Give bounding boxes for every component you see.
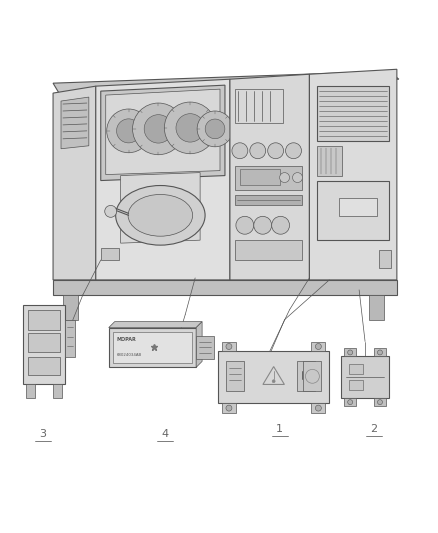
Polygon shape bbox=[61, 97, 89, 149]
Text: 1: 1 bbox=[276, 424, 283, 434]
Circle shape bbox=[286, 143, 301, 159]
Bar bbox=[311, 403, 325, 413]
Polygon shape bbox=[53, 86, 96, 280]
Text: 2: 2 bbox=[371, 424, 378, 434]
Circle shape bbox=[272, 379, 275, 383]
Polygon shape bbox=[101, 85, 225, 181]
Circle shape bbox=[293, 173, 303, 182]
Bar bbox=[379, 250, 391, 268]
Bar bbox=[101, 248, 119, 260]
Bar bbox=[28, 333, 60, 352]
Polygon shape bbox=[230, 74, 309, 280]
Circle shape bbox=[236, 216, 254, 234]
Bar bbox=[222, 403, 236, 413]
Text: MOPAR: MOPAR bbox=[117, 337, 136, 342]
Circle shape bbox=[279, 173, 290, 182]
Text: 4: 4 bbox=[162, 429, 169, 439]
Circle shape bbox=[205, 119, 225, 139]
Bar bbox=[218, 351, 329, 403]
Circle shape bbox=[197, 111, 233, 147]
Ellipse shape bbox=[128, 195, 193, 236]
Bar bbox=[311, 342, 325, 351]
Bar bbox=[235, 89, 283, 123]
Text: 68024034AB: 68024034AB bbox=[117, 353, 142, 358]
Bar bbox=[344, 349, 356, 357]
Polygon shape bbox=[369, 295, 384, 320]
Circle shape bbox=[144, 115, 173, 143]
Polygon shape bbox=[120, 173, 200, 243]
Bar bbox=[297, 361, 315, 391]
Polygon shape bbox=[63, 295, 78, 320]
Bar bbox=[26, 384, 35, 398]
Circle shape bbox=[107, 109, 150, 153]
Polygon shape bbox=[309, 69, 397, 280]
Bar bbox=[28, 310, 60, 329]
Polygon shape bbox=[196, 321, 202, 367]
Bar bbox=[222, 342, 236, 351]
Text: 3: 3 bbox=[39, 429, 46, 439]
Circle shape bbox=[348, 350, 353, 355]
Polygon shape bbox=[96, 79, 230, 280]
Bar bbox=[374, 349, 386, 357]
Circle shape bbox=[315, 405, 321, 411]
Circle shape bbox=[117, 119, 141, 143]
Bar bbox=[318, 146, 342, 175]
Circle shape bbox=[348, 400, 353, 405]
Circle shape bbox=[315, 343, 321, 350]
Ellipse shape bbox=[116, 185, 205, 245]
Circle shape bbox=[378, 350, 382, 355]
Bar bbox=[339, 198, 377, 216]
Bar bbox=[240, 168, 279, 184]
Bar bbox=[196, 336, 214, 359]
Bar bbox=[374, 398, 386, 406]
Bar bbox=[349, 365, 363, 374]
Circle shape bbox=[268, 143, 283, 159]
Circle shape bbox=[164, 102, 216, 154]
Bar bbox=[113, 332, 192, 364]
Bar bbox=[226, 361, 244, 391]
Bar bbox=[109, 328, 196, 367]
Bar bbox=[235, 166, 303, 190]
Bar bbox=[344, 398, 356, 406]
Bar bbox=[349, 380, 363, 390]
Bar bbox=[53, 384, 62, 398]
Bar bbox=[318, 86, 389, 141]
Circle shape bbox=[250, 143, 266, 159]
Circle shape bbox=[133, 103, 184, 155]
Circle shape bbox=[226, 405, 232, 411]
Bar bbox=[28, 358, 60, 375]
Polygon shape bbox=[109, 321, 202, 328]
Circle shape bbox=[272, 216, 290, 234]
Bar bbox=[304, 361, 321, 391]
Bar bbox=[65, 320, 75, 358]
Circle shape bbox=[254, 216, 272, 234]
Polygon shape bbox=[106, 89, 220, 175]
Circle shape bbox=[226, 343, 232, 350]
Circle shape bbox=[378, 400, 382, 405]
Bar bbox=[341, 357, 389, 398]
Polygon shape bbox=[53, 280, 397, 295]
Circle shape bbox=[232, 143, 248, 159]
Circle shape bbox=[105, 205, 117, 217]
Polygon shape bbox=[53, 71, 399, 93]
Bar bbox=[23, 305, 65, 384]
Bar bbox=[318, 181, 389, 240]
Bar bbox=[235, 196, 303, 205]
Bar bbox=[235, 240, 303, 260]
Circle shape bbox=[176, 114, 205, 142]
